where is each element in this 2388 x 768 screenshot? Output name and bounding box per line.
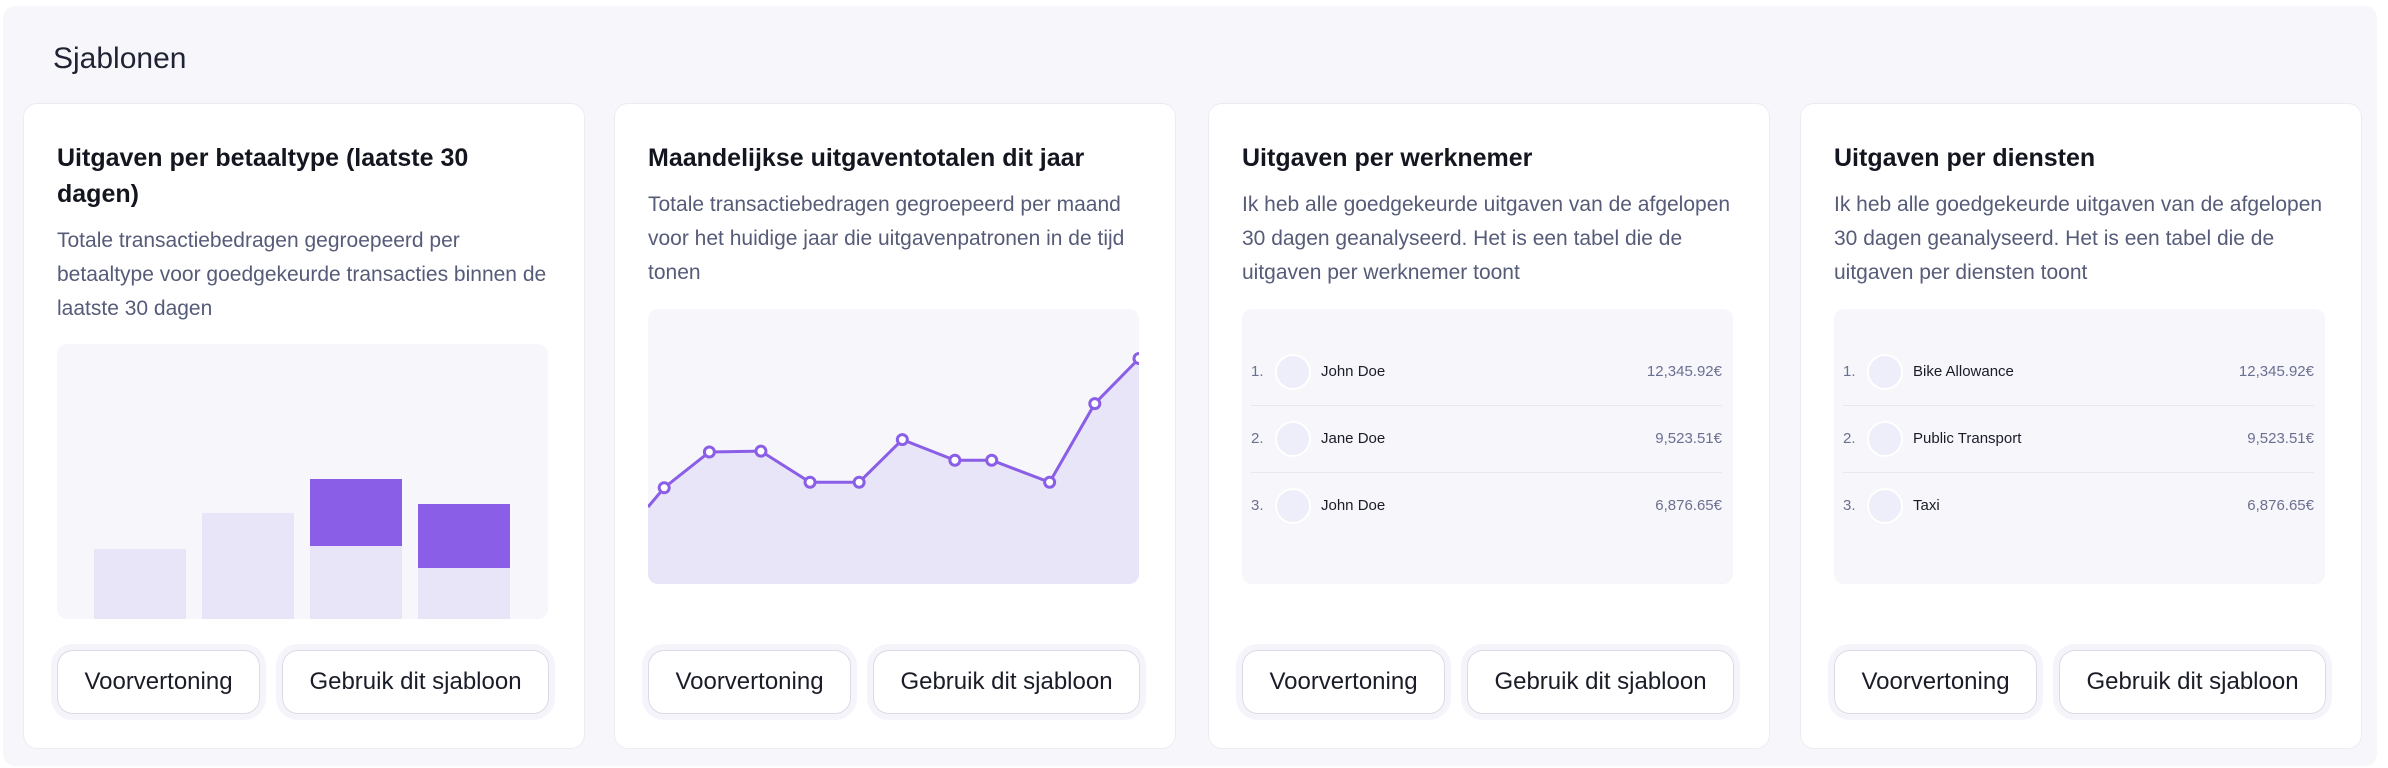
- rank: 1.: [1843, 363, 1856, 380]
- use-template-button[interactable]: Gebruik dit sjabloon: [873, 650, 1140, 714]
- bar-4-segment-1: [418, 568, 510, 619]
- rank: 3.: [1843, 497, 1856, 514]
- employee-list-preview: 1. John Doe 12,345.92€ 2. Jane Doe 9,523.51€…: [1242, 309, 1733, 584]
- rank: 2.: [1843, 430, 1856, 447]
- card-title: Uitgaven per betaaltype (laatste 30 dage…: [57, 144, 469, 208]
- divider: [1251, 472, 1722, 473]
- use-template-button[interactable]: Gebruik dit sjabloon: [1467, 650, 1734, 714]
- preview-button[interactable]: Voorvertoning: [57, 650, 260, 714]
- amount: 9,523.51€: [2247, 430, 2314, 447]
- list-item: 2. Jane Doe 9,523.51€: [1251, 405, 1722, 472]
- bar-1-segment-1: [94, 548, 186, 619]
- service-list-preview: 1. Bike Allowance 12,345.92€ 2. Public Tran…: [1834, 309, 2325, 584]
- card-description: Ik heb alle goedgekeurde uitgaven van de…: [1242, 193, 1731, 284]
- name: Public Transport: [1913, 430, 2022, 447]
- area-fill: [648, 358, 1139, 584]
- data-point: [948, 453, 962, 467]
- divider: [1251, 405, 1722, 406]
- data-point: [1088, 397, 1102, 411]
- bar-3-segment-1: [310, 545, 402, 619]
- amount: 12,345.92€: [2238, 363, 2314, 380]
- template-card-monthly-totals: Maandelijkse uitgaventotalen dit jaar To…: [614, 103, 1176, 749]
- series-line: [648, 357, 1139, 508]
- section-title: Sjablonen: [53, 42, 187, 75]
- card-description: Ik heb alle goedgekeurde uitgaven van de…: [1834, 193, 2323, 284]
- data-point: [754, 444, 768, 458]
- bar-chart-preview: [57, 344, 548, 619]
- rank: 1.: [1251, 363, 1264, 380]
- avatar: [1275, 353, 1311, 390]
- amount: 12,345.92€: [1646, 363, 1722, 380]
- line-chart-preview: [648, 309, 1139, 584]
- data-point: [985, 453, 999, 467]
- divider: [1843, 405, 2314, 406]
- rank: 3.: [1251, 497, 1264, 514]
- card-title: Uitgaven per werknemer: [1242, 144, 1533, 172]
- name: Jane Doe: [1321, 430, 1386, 447]
- bar-4-segment-2: [418, 504, 510, 569]
- template-card-per-service: Uitgaven per diensten Ik heb alle goedge…: [1800, 103, 2362, 749]
- list-item: 1. John Doe 12,345.92€: [1251, 338, 1722, 405]
- template-card-payment-type: Uitgaven per betaaltype (laatste 30 dage…: [23, 103, 585, 749]
- list-item: 3. John Doe 6,876.65€: [1251, 472, 1722, 539]
- card-title: Maandelijkse uitgaventotalen dit jaar: [648, 144, 1085, 172]
- divider: [1843, 472, 2314, 473]
- amount: 6,876.65€: [2247, 497, 2314, 514]
- list-item: 1. Bike Allowance 12,345.92€: [1843, 338, 2314, 405]
- line-chart-svg: [648, 352, 1139, 584]
- data-point: [1132, 352, 1139, 365]
- amount: 6,876.65€: [1655, 497, 1722, 514]
- preview-button[interactable]: Voorvertoning: [1242, 650, 1445, 714]
- template-card-per-employee: Uitgaven per werknemer Ik heb alle goedg…: [1208, 103, 1770, 749]
- amount: 9,523.51€: [1655, 430, 1722, 447]
- preview-button[interactable]: Voorvertoning: [1834, 650, 2037, 714]
- use-template-button[interactable]: Gebruik dit sjabloon: [2059, 650, 2326, 714]
- rank: 2.: [1251, 430, 1264, 447]
- list-item: 3. Taxi 6,876.65€: [1843, 472, 2314, 539]
- avatar: [1867, 487, 1903, 524]
- use-template-button[interactable]: Gebruik dit sjabloon: [282, 650, 549, 714]
- data-point: [1043, 475, 1057, 489]
- name: John Doe: [1321, 497, 1386, 514]
- data-point: [895, 433, 909, 447]
- name: Taxi: [1913, 497, 1940, 514]
- name: Bike Allowance: [1913, 363, 2014, 380]
- data-point: [803, 475, 817, 489]
- avatar: [1275, 487, 1311, 524]
- card-description: Totale transactiebedragen gegroepeerd pe…: [57, 229, 547, 320]
- bar-2-segment-1: [202, 512, 294, 619]
- card-title: Uitgaven per diensten: [1834, 144, 2096, 172]
- card-description: Totale transactiebedragen gegroepeerd pe…: [648, 193, 1125, 284]
- name: John Doe: [1321, 363, 1386, 380]
- avatar: [1275, 420, 1311, 457]
- avatar: [1867, 353, 1903, 390]
- avatar: [1867, 420, 1903, 457]
- data-point: [702, 445, 716, 459]
- bar-3-segment-2: [310, 478, 402, 546]
- data-point: [852, 475, 866, 489]
- data-point: [657, 481, 671, 495]
- list-item: 2. Public Transport 9,523.51€: [1843, 405, 2314, 472]
- preview-button[interactable]: Voorvertoning: [648, 650, 851, 714]
